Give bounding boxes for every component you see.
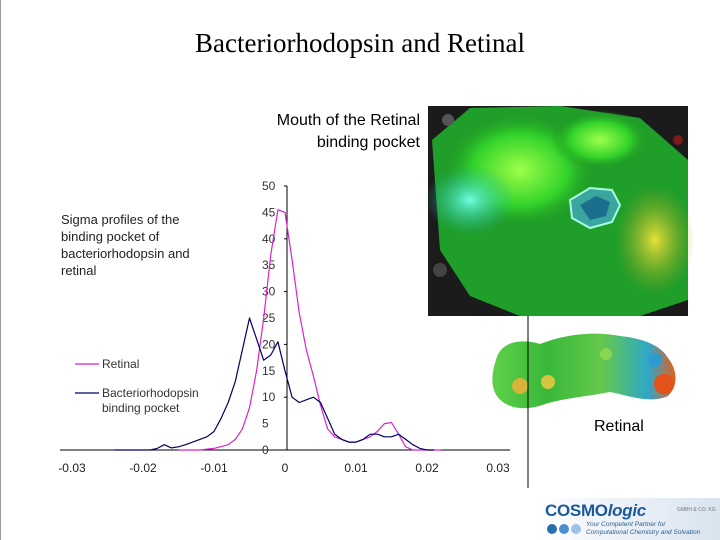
x-tick-label: -0.01 — [200, 461, 228, 475]
series-line-binding-pocket — [114, 317, 435, 451]
x-tick-label: 0.01 — [344, 461, 368, 475]
binding-pocket-surface-image — [425, 106, 695, 316]
y-tick-label: 15 — [262, 364, 276, 378]
x-tick-label: -0.02 — [129, 461, 157, 475]
logo-tagline-2: Computational Chemistry and Solvation — [586, 529, 701, 536]
legend-label-pocket-line-1: Bacteriorhodopsin — [102, 386, 199, 400]
y-tick-label: 0 — [262, 443, 269, 457]
logo-wordmark-part-1: COSMO — [545, 501, 608, 520]
y-tick-label: 50 — [262, 179, 276, 193]
y-tick-label: 20 — [262, 337, 276, 351]
y-tick-label: 45 — [262, 205, 276, 219]
series-line-retinal — [178, 209, 442, 451]
y-tick-label: 10 — [262, 390, 276, 404]
logo-gmbh: GMBH & CO. KG — [677, 507, 716, 513]
legend-label-pocket: Bacteriorhodopsin binding pocket — [102, 386, 202, 415]
cosmologic-logo: COSMOlogic GMBH & CO. KG Your Competent … — [538, 498, 720, 540]
y-tick-label: 30 — [262, 285, 276, 299]
legend-label-pocket-line-2: binding pocket — [102, 401, 180, 415]
sigma-profiles-caption: Sigma profiles of the binding pocket of … — [61, 212, 190, 278]
slide-title: Bacteriorhodopsin and Retinal — [195, 28, 525, 58]
retinal-caption: Retinal — [594, 418, 644, 435]
mouth-label: Mouth of the Retinal binding pocket — [277, 110, 420, 154]
logo-wordmark: COSMOlogic — [545, 501, 646, 521]
y-tick-label: 5 — [262, 417, 269, 431]
series-lines — [114, 209, 442, 451]
mouth-label-line-1: Mouth of the Retinal — [276, 112, 420, 129]
legend-label-retinal: Retinal — [102, 357, 139, 371]
mouth-label-line-2: binding pocket — [316, 134, 420, 151]
x-tick-label: 0.02 — [415, 461, 439, 475]
logo-mark-icon — [547, 524, 581, 534]
x-tick-labels: -0.03 -0.02 -0.01 0 0.01 0.02 0.03 — [58, 461, 510, 475]
x-tick-label: 0.03 — [486, 461, 510, 475]
x-tick-label: -0.03 — [58, 461, 86, 475]
legend: Retinal Bacteriorhodopsin binding pocket — [75, 357, 202, 415]
y-tick-label: 35 — [262, 258, 276, 272]
logo-wordmark-part-2: logic — [607, 501, 646, 520]
y-tick-label: 25 — [262, 311, 276, 325]
retinal-molecule-image — [492, 333, 676, 409]
logo-tagline-1: Your Competent Partner for — [586, 521, 666, 528]
slide-left-border — [0, 0, 1, 540]
x-tick-label: 0 — [282, 461, 289, 475]
